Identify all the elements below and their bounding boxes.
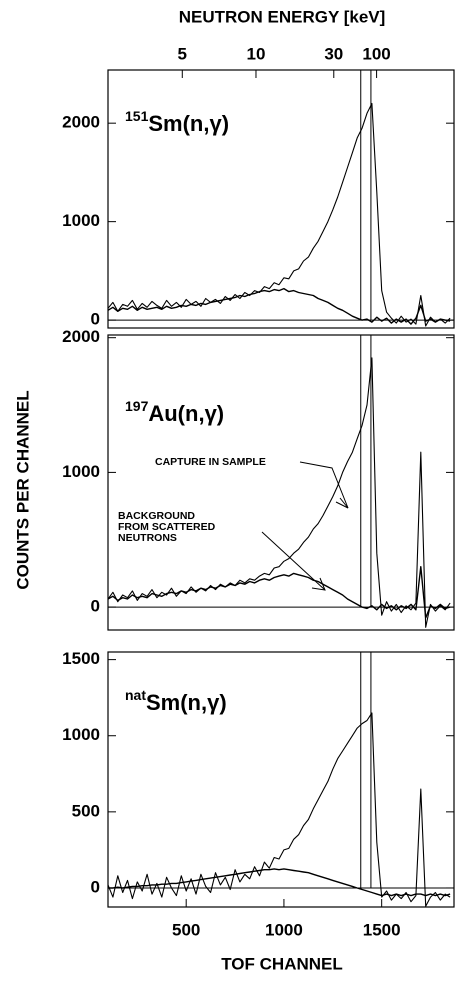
panel-label: 151Sm(n,γ) <box>125 108 229 136</box>
y-tick-label: 500 <box>72 801 100 820</box>
annotation: NEUTRONS <box>118 532 177 544</box>
x-tick-label: 1500 <box>363 920 401 939</box>
label-superscript: 151 <box>125 108 149 124</box>
y-tick-label: 1000 <box>62 725 100 744</box>
panel-label: 197Au(n,γ) <box>125 398 224 426</box>
label-superscript: 197 <box>125 398 149 414</box>
y-tick-label: 0 <box>91 310 100 329</box>
data-line <box>108 102 451 327</box>
x-axis-title: TOF CHANNEL <box>221 954 343 973</box>
top-axis-title: NEUTRON ENERGY [keV] <box>179 7 386 26</box>
annotation: BACKGROUND <box>118 510 195 522</box>
y-tick-label: 2000 <box>62 327 100 346</box>
label-superscript: nat <box>125 687 146 703</box>
arrow-head <box>335 497 349 509</box>
data-line <box>108 566 451 619</box>
y-tick-label: 1500 <box>62 649 100 668</box>
label-main: Sm(n,γ) <box>148 111 229 136</box>
y-tick-label: 1000 <box>62 462 100 481</box>
plot-frame <box>107 69 455 329</box>
top-tick-label: 10 <box>247 44 266 63</box>
data-line <box>108 357 451 628</box>
annotation: FROM SCATTERED <box>118 521 216 533</box>
x-tick-label: 500 <box>172 920 200 939</box>
y-tick-label: 0 <box>91 877 100 896</box>
data-line <box>108 868 451 897</box>
top-tick-label: 5 <box>178 44 187 63</box>
y-axis-title: COUNTS PER CHANNEL <box>13 390 32 589</box>
top-tick-label: 100 <box>362 44 390 63</box>
x-tick-label: 1000 <box>265 920 303 939</box>
y-tick-label: 1000 <box>62 211 100 230</box>
data-line <box>108 712 451 907</box>
plot-frame <box>107 334 455 631</box>
annotation-arrow <box>299 461 349 509</box>
plot-frame <box>107 651 455 908</box>
data-line <box>108 287 451 325</box>
arrow-head <box>311 577 326 591</box>
label-main: Au(n,γ) <box>148 401 224 426</box>
top-tick-label: 30 <box>324 44 343 63</box>
y-tick-label: 0 <box>91 597 100 616</box>
panel-label: natSm(n,γ) <box>125 687 227 715</box>
y-tick-label: 2000 <box>62 113 100 132</box>
annotation: CAPTURE IN SAMPLE <box>155 456 266 468</box>
label-main: Sm(n,γ) <box>146 690 227 715</box>
